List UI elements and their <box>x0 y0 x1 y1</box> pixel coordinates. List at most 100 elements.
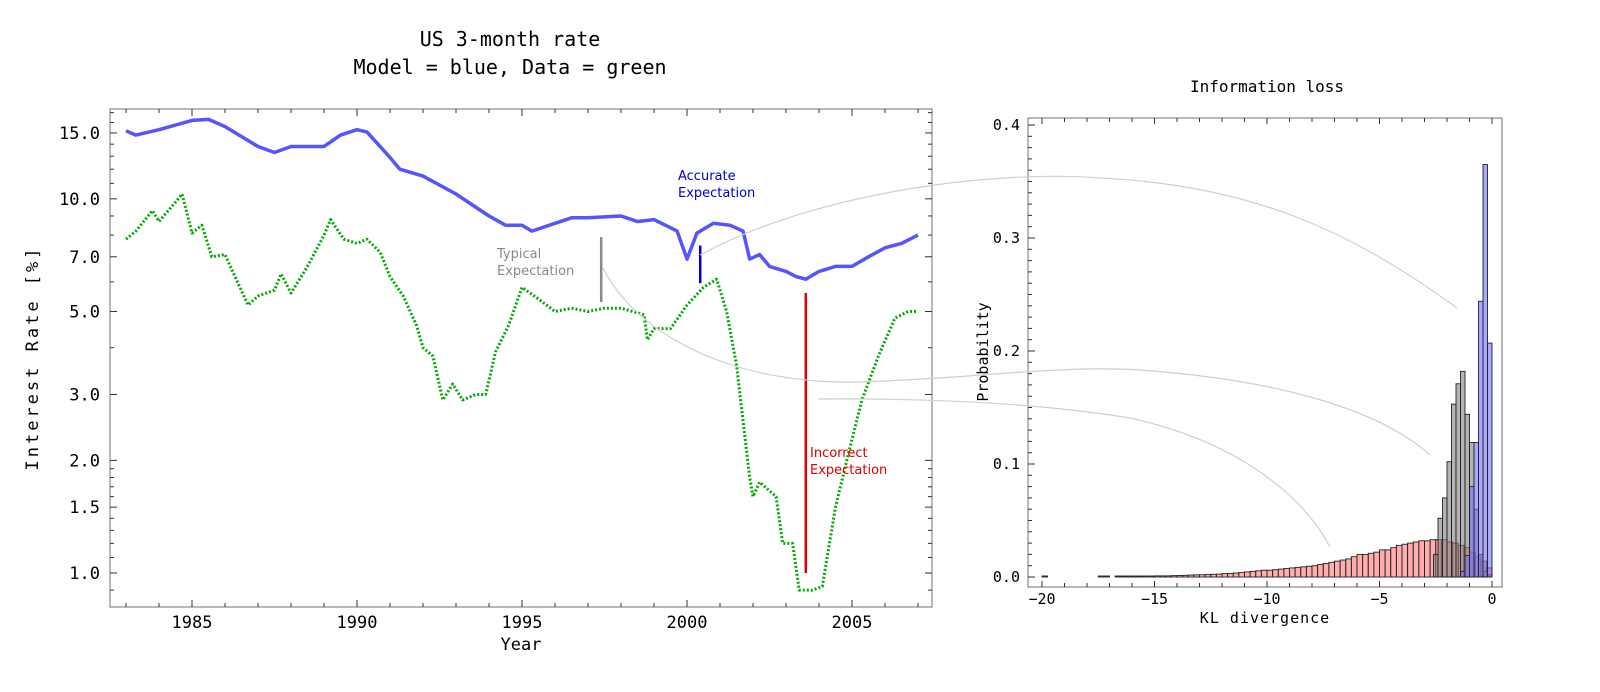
kl-bar-incorrect <box>1260 569 1268 578</box>
kl-bar-incorrect <box>1187 574 1195 578</box>
kl-bar-incorrect <box>1395 544 1403 578</box>
prob-y-tick-label: 0.1 <box>993 455 1020 473</box>
kl-bar-typical <box>1437 517 1443 578</box>
kl-bar-accurate <box>1460 570 1466 578</box>
kl-bar-typical <box>1433 553 1439 578</box>
kl-bar-accurate <box>1469 486 1475 578</box>
data-series-line <box>125 192 918 592</box>
typical-expectation-label: Expectation <box>497 264 574 279</box>
prob-y-tick-label: 0.0 <box>993 568 1020 586</box>
kl-bar-incorrect <box>1356 553 1364 578</box>
kl-bar-accurate <box>1464 555 1470 578</box>
kl-bar-incorrect <box>1339 559 1347 578</box>
y-tick-label: 15.0 <box>59 124 100 144</box>
kl-bar-incorrect <box>1227 572 1234 578</box>
kl-bar-incorrect <box>1170 575 1178 578</box>
kl-bar-accurate <box>1487 342 1493 578</box>
typical-expectation-label: Typical <box>496 247 541 262</box>
kl-bar-incorrect <box>1418 540 1425 578</box>
kl-bar-incorrect <box>1199 574 1206 578</box>
kl-bar-incorrect <box>1148 575 1155 578</box>
kl-bar-incorrect <box>1311 565 1319 578</box>
kl-x-tick-label: 0 <box>1487 590 1496 608</box>
kl-bar-incorrect <box>1350 556 1358 578</box>
model-series-line <box>125 117 919 281</box>
kl-bar-incorrect <box>1328 561 1335 578</box>
kl-bar-incorrect-tail <box>1041 575 1049 578</box>
kl-bar-typical <box>1460 370 1466 578</box>
left-chart-title-line1: US 3-month rate <box>420 27 601 51</box>
connector-accurate <box>699 175 1458 309</box>
kl-bar-accurate <box>1478 300 1484 578</box>
kl-bar-typical <box>1442 497 1448 578</box>
kl-bar-incorrect <box>1154 575 1161 578</box>
kl-bar-incorrect <box>1322 562 1330 578</box>
kl-bar-incorrect <box>1249 570 1257 578</box>
kl-bar-incorrect <box>1215 573 1223 578</box>
x-tick-label: 2000 <box>667 613 708 633</box>
kl-bar-incorrect <box>1266 569 1274 578</box>
left-series <box>125 117 919 592</box>
prob-y-tick-label: 0.2 <box>993 342 1020 360</box>
connector-curves <box>602 175 1458 548</box>
kl-bar-incorrect <box>1384 549 1392 578</box>
x-tick-label: 1990 <box>337 613 378 633</box>
x-tick-label: 1985 <box>172 613 213 633</box>
accurate-expectation-label: Accurate <box>678 169 736 184</box>
left-y-axis-label: Interest Rate [%] <box>23 246 43 471</box>
y-tick-label: 3.0 <box>69 385 100 405</box>
kl-bar-incorrect <box>1362 553 1369 578</box>
kl-bar-incorrect <box>1334 560 1341 578</box>
kl-bar-incorrect <box>1283 568 1290 578</box>
left-annotations: Typical Expectation Accurate Expectation Inc… <box>496 169 887 573</box>
kl-bar-incorrect-tail <box>1114 575 1122 578</box>
kl-bar-incorrect <box>1238 572 1245 578</box>
kl-bar-incorrect <box>1193 574 1200 578</box>
kl-bar-incorrect <box>1244 571 1251 578</box>
kl-bar-incorrect <box>1317 564 1324 578</box>
kl-bar-incorrect <box>1165 575 1172 578</box>
y-tick-label: 5.0 <box>69 302 100 322</box>
y-tick-label: 1.0 <box>69 564 100 584</box>
kl-bar-typical <box>1446 461 1452 578</box>
kl-bar-incorrect <box>1379 549 1386 578</box>
kl-bar-incorrect-tail <box>1120 575 1127 578</box>
x-tick-label: 1995 <box>502 613 543 633</box>
right-x-axis-label: KL divergence <box>1200 609 1330 627</box>
kl-bar-incorrect <box>1176 575 1184 578</box>
kl-bar-typical <box>1464 413 1470 578</box>
kl-x-tick-label: −5 <box>1370 590 1388 608</box>
kl-bar-incorrect <box>1131 575 1139 578</box>
kl-bar-incorrect <box>1277 568 1285 578</box>
left-chart-title-line2: Model = blue, Data = green <box>353 55 666 79</box>
left-ticks: 1985 1990 1995 2000 2005 1.0 1.5 2.0 3.0 5.0 7.0 10… <box>59 109 932 633</box>
incorrect-expectation-label: Incorrect <box>810 446 868 461</box>
x-tick-label: 2005 <box>832 613 873 633</box>
kl-bar-incorrect <box>1294 566 1302 578</box>
kl-bar-accurate <box>1473 442 1479 578</box>
kl-bar-typical <box>1455 383 1461 578</box>
kl-bar-incorrect <box>1137 575 1144 578</box>
right-ticks: −20 −15 −10 −5 0 0.0 0.1 0.2 0.3 0.4 <box>993 116 1497 608</box>
kl-bar-incorrect <box>1412 541 1420 578</box>
kl-bar-incorrect <box>1142 575 1150 578</box>
kl-bar-incorrect <box>1424 540 1431 578</box>
left-x-axis-label: Year <box>501 635 542 655</box>
kl-bar-incorrect <box>1210 573 1217 578</box>
connector-typical <box>602 267 1431 456</box>
kl-bar-incorrect <box>1289 567 1296 578</box>
kl-x-tick-label: −10 <box>1253 590 1280 608</box>
kl-bar-incorrect-tail <box>1103 575 1110 578</box>
y-tick-label: 7.0 <box>69 248 100 268</box>
right-chart-title: Information loss <box>1190 77 1344 96</box>
kl-bar-incorrect <box>1367 552 1375 578</box>
y-tick-label: 1.5 <box>69 498 100 518</box>
right-bars <box>1041 164 1493 578</box>
kl-bar-incorrect <box>1159 575 1167 578</box>
kl-x-tick-label: −20 <box>1028 590 1055 608</box>
kl-bar-incorrect <box>1305 565 1313 578</box>
kl-bar-incorrect <box>1300 566 1307 578</box>
kl-x-tick-label: −15 <box>1141 590 1168 608</box>
kl-bar-incorrect-tail <box>1097 575 1105 578</box>
